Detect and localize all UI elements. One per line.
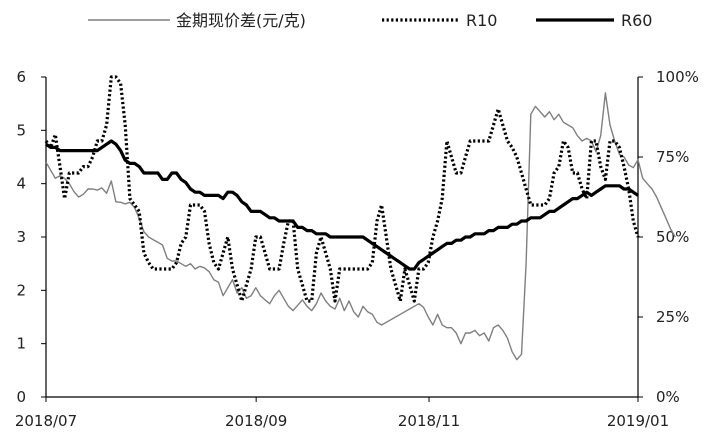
axes: 0 1 2 3 4 5 6 0% 25% 50% 75% 100% 2018/07 2018/09 2018…: [15, 68, 699, 430]
legend-label-spread: 金期现价差(元/克): [176, 11, 306, 30]
legend: 金期现价差(元/克) R10 R60: [88, 11, 652, 30]
y-right-tick-label: 0%: [656, 388, 680, 406]
y-right-tick-label: 100%: [656, 68, 699, 86]
series-line-spread: [45, 92, 676, 361]
series-line-r60: [45, 139, 639, 271]
legend-label-r10: R10: [466, 11, 497, 30]
y-left-tick-label: 2: [16, 281, 26, 299]
series-layer: [44, 75, 676, 361]
y-right-tick-label: 50%: [656, 228, 689, 246]
series-line-r10: [44, 75, 640, 303]
x-tick-label: 2018/11: [398, 412, 460, 430]
y-left-tick-label: 3: [16, 228, 26, 246]
x-tick-label: 2019/01: [607, 412, 669, 430]
x-tick-label: 2018/09: [225, 412, 287, 430]
y-right-tick-label: 25%: [656, 308, 689, 326]
y-left-tick-label: 1: [16, 335, 26, 353]
y-left-tick-label: 4: [16, 175, 26, 193]
x-tick-label: 2018/07: [15, 412, 77, 430]
y-left-tick-label: 5: [16, 121, 26, 139]
y-left-tick-label: 0: [16, 388, 26, 406]
legend-label-r60: R60: [621, 11, 652, 30]
y-right-tick-label: 75%: [656, 148, 689, 166]
y-left-tick-label: 6: [16, 68, 26, 86]
